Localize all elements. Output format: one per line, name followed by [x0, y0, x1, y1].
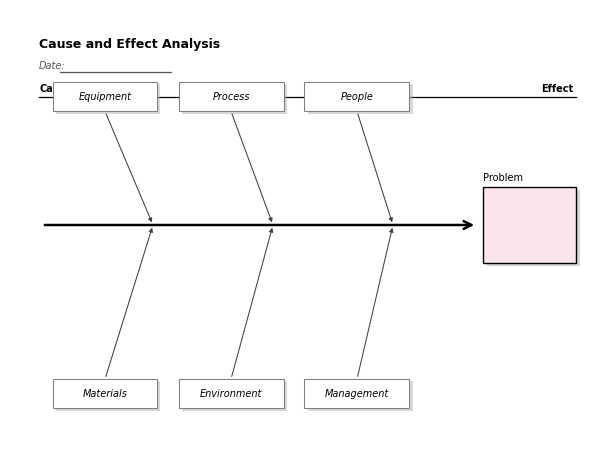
Bar: [56, 382, 160, 410]
Bar: [53, 82, 157, 112]
Text: Environment: Environment: [200, 389, 262, 399]
Bar: [179, 82, 284, 112]
Bar: [308, 85, 413, 113]
Text: Management: Management: [325, 389, 389, 399]
Text: Effect: Effect: [541, 85, 573, 94]
Bar: [179, 379, 284, 409]
Bar: [56, 85, 160, 113]
Bar: [487, 190, 580, 266]
Text: Problem: Problem: [483, 173, 523, 183]
Text: Process: Process: [212, 92, 250, 102]
Bar: [304, 379, 409, 409]
Text: Date:: Date:: [39, 61, 65, 71]
Bar: [483, 187, 576, 263]
Text: Equipment: Equipment: [79, 92, 131, 102]
Bar: [304, 82, 409, 112]
Bar: [182, 85, 287, 113]
Bar: [53, 379, 157, 409]
Text: Cause and Effect Analysis: Cause and Effect Analysis: [39, 38, 220, 51]
Text: Materials: Materials: [83, 389, 127, 399]
Text: People: People: [341, 92, 373, 102]
Text: Cause: Cause: [39, 85, 72, 94]
Bar: [308, 382, 413, 410]
Bar: [182, 382, 287, 410]
